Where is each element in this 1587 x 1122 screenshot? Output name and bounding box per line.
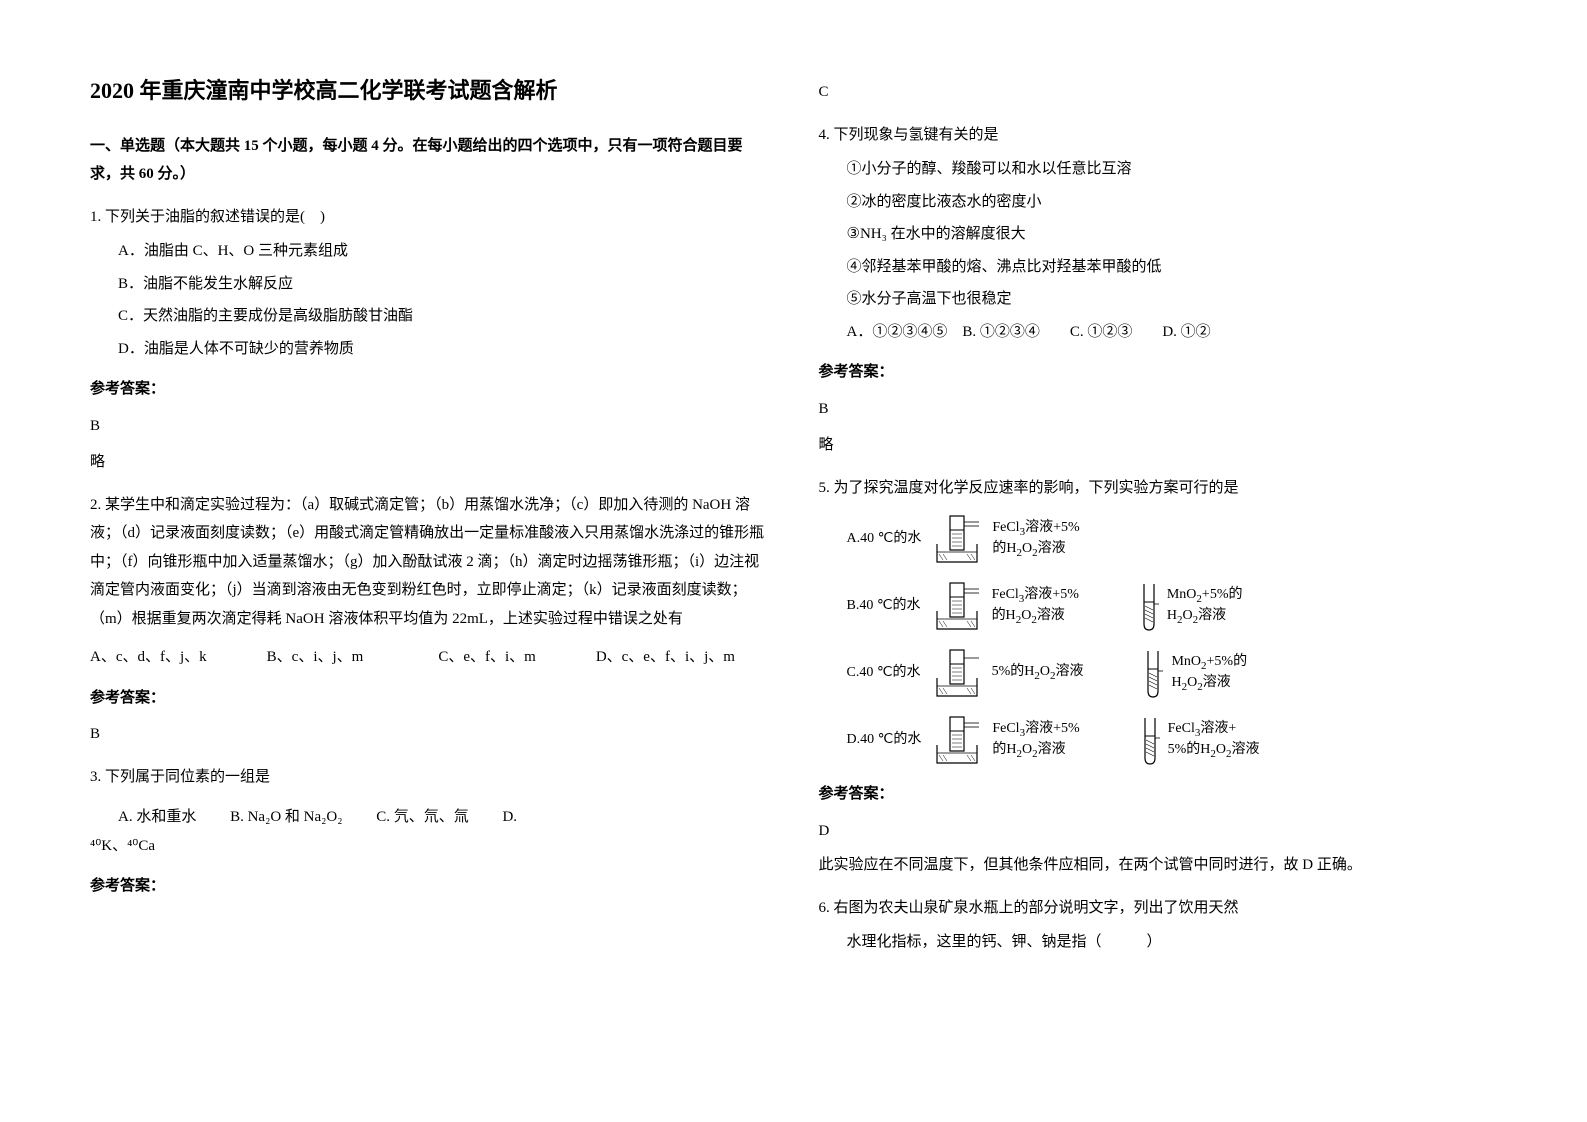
beaker-b-label: B.40 ℃的水 (847, 593, 921, 620)
q4-stem: 4. 下列现象与氢键有关的是 (819, 121, 1498, 150)
q3-opt-d-cont: ⁴⁰K、⁴⁰Ca (90, 832, 769, 861)
q3-opt-a: A. 水和重水 (118, 809, 196, 825)
q1-answer: B (90, 412, 769, 441)
test-tube-icon (1139, 582, 1159, 632)
q4-explain: 略 (819, 431, 1498, 460)
beaker-b: B.40 ℃的水 FeCl3溶液+5%的 (847, 579, 1079, 634)
q5-answer-label: 参考答案： (819, 780, 1498, 809)
tube-c: MnO2+5%的H2O2溶液 (1143, 649, 1247, 699)
right-column: C 4. 下列现象与氢键有关的是 ①小分子的醇、羧酸可以和水以任意比互溶 ②冰的… (819, 70, 1498, 1052)
tube-d-text: FeCl3溶液+5%的H2O2溶液 (1168, 720, 1260, 760)
q1-stem: 1. 下列关于油脂的叙述错误的是( ) (90, 203, 769, 232)
beaker-d-label: D.40 ℃的水 (847, 727, 922, 754)
diagram-row-a: A.40 ℃的水 (847, 512, 1498, 567)
q4-options: A．①②③④⑤ B. ①②③④ C. ①②③ D. ①② (819, 318, 1498, 347)
q4-answer: B (819, 395, 1498, 424)
left-column: 2020 年重庆潼南中学校高二化学联考试题含解析 一、单选题（本大题共 15 个… (90, 70, 769, 1052)
beaker-c-label: C.40 ℃的水 (847, 660, 921, 687)
q6-line2: 水理化指标，这里的钙、钾、钠是指（ ） (819, 928, 1498, 957)
q3-stem: 3. 下列属于同位素的一组是 (90, 763, 769, 792)
q5-diagrams: A.40 ℃的水 (847, 512, 1498, 768)
q4-answer-label: 参考答案： (819, 358, 1498, 387)
q4-item3: ③NH₃ 在水中的溶解度很大 (819, 220, 1498, 249)
beaker-icon (929, 512, 984, 567)
q4-item4: ④邻羟基苯甲酸的熔、沸点比对羟基苯甲酸的低 (819, 253, 1498, 282)
q2-stem: 2. 某学生中和滴定实验过程为：（a）取碱式滴定管；（b）用蒸馏水洗净；（c）即… (90, 491, 769, 634)
beaker-a-label: A.40 ℃的水 (847, 526, 922, 553)
q1-explain: 略 (90, 448, 769, 477)
diagram-row-d: D.40 ℃的水 FeCl3溶液+5%的 (847, 713, 1498, 768)
diagram-row-b: B.40 ℃的水 FeCl3溶液+5%的 (847, 579, 1498, 634)
q3-answer: C (819, 78, 1498, 107)
q6-stem: 6. 右图为农夫山泉矿泉水瓶上的部分说明文字，列出了饮用天然 (819, 894, 1498, 923)
beaker-icon (929, 579, 984, 634)
beaker-c: C.40 ℃的水 5%的H2O2溶液 (847, 646, 1084, 701)
diagram-row-c: C.40 ℃的水 5%的H2O2溶液 (847, 646, 1498, 701)
q3-opt-c: C. 氕、氘、氚 (376, 809, 469, 825)
beaker-b-text: FeCl3溶液+5%的H2O2溶液 (992, 586, 1079, 626)
document-title: 2020 年重庆潼南中学校高二化学联考试题含解析 (90, 70, 769, 112)
section-header: 一、单选题（本大题共 15 个小题，每小题 4 分。在每小题给出的四个选项中，只… (90, 132, 769, 189)
q2-answer-label: 参考答案： (90, 684, 769, 713)
q3-options-row: A. 水和重水 B. Na₂O 和 Na₂O₂ C. 氕、氘、氚 D. (90, 803, 769, 832)
q1-opt-d: D．油脂是人体不可缺少的营养物质 (90, 335, 769, 364)
q4-item2: ②冰的密度比液态水的密度小 (819, 188, 1498, 217)
q4-item1: ①小分子的醇、羧酸可以和水以任意比互溶 (819, 155, 1498, 184)
tube-b-text: MnO2+5%的H2O2溶液 (1167, 586, 1243, 626)
q3-opt-d: D. (502, 809, 517, 825)
q2-options: A、c、d、f、j、k B、c、i、j、m C、e、f、i、m D、c、e、f、… (90, 643, 769, 672)
beaker-d-text: FeCl3溶液+5%的H2O2溶液 (992, 720, 1079, 760)
beaker-a-text: FeCl3溶液+5%的H2O2溶液 (992, 519, 1079, 559)
beaker-icon (929, 713, 984, 768)
q3-answer-label: 参考答案： (90, 872, 769, 901)
q3-opt-b: B. Na₂O 和 Na₂O₂ (230, 809, 342, 825)
test-tube-icon (1140, 716, 1160, 766)
tube-b: MnO2+5%的H2O2溶液 (1139, 582, 1243, 632)
beaker-a: A.40 ℃的水 (847, 512, 1080, 567)
q1-opt-b: B．油脂不能发生水解反应 (90, 270, 769, 299)
q1-answer-label: 参考答案： (90, 375, 769, 404)
q5-stem: 5. 为了探究温度对化学反应速率的影响，下列实验方案可行的是 (819, 474, 1498, 503)
q4-item5: ⑤水分子高温下也很稳定 (819, 285, 1498, 314)
tube-d: FeCl3溶液+5%的H2O2溶液 (1140, 716, 1260, 766)
tube-c-text: MnO2+5%的H2O2溶液 (1171, 653, 1247, 693)
test-tube-icon (1143, 649, 1163, 699)
q5-explain: 此实验应在不同温度下，但其他条件应相同，在两个试管中同时进行，故 D 正确。 (819, 851, 1498, 880)
beaker-icon (929, 646, 984, 701)
q5-answer: D (819, 817, 1498, 846)
beaker-d: D.40 ℃的水 FeCl3溶液+5%的 (847, 713, 1080, 768)
beaker-c-text: 5%的H2O2溶液 (992, 663, 1084, 683)
q1-opt-c: C．天然油脂的主要成份是高级脂肪酸甘油酯 (90, 302, 769, 331)
q2-answer: B (90, 720, 769, 749)
q1-opt-a: A．油脂由 C、H、O 三种元素组成 (90, 237, 769, 266)
